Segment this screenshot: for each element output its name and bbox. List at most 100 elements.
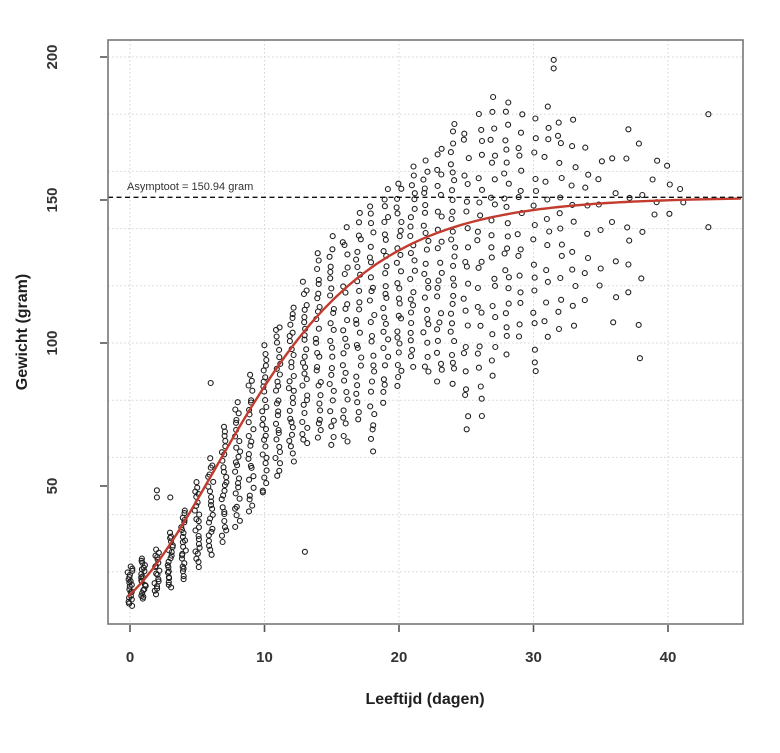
data-point <box>299 359 307 366</box>
data-point <box>572 282 579 290</box>
data-point <box>289 394 296 401</box>
data-point <box>407 353 415 360</box>
data-point <box>274 412 281 419</box>
data-point <box>233 444 240 451</box>
data-point <box>314 265 321 273</box>
data-point <box>438 171 445 178</box>
data-point <box>462 258 469 266</box>
y-tick-label: 150 <box>44 187 61 212</box>
data-point <box>353 320 360 327</box>
data-point <box>370 229 377 236</box>
data-point <box>340 407 347 414</box>
data-point <box>531 346 538 353</box>
data-point <box>421 209 429 216</box>
data-point <box>398 185 405 192</box>
data-point <box>581 270 588 277</box>
data-point <box>287 443 294 450</box>
x-tick-label: 10 <box>256 649 273 666</box>
data-point <box>410 289 417 296</box>
data-point <box>328 344 335 351</box>
data-point <box>516 272 523 279</box>
data-point <box>330 433 337 441</box>
data-point <box>355 232 362 239</box>
data-point <box>448 236 455 243</box>
data-point <box>421 294 428 301</box>
data-point <box>425 284 432 291</box>
data-point <box>434 182 441 189</box>
data-point <box>487 136 494 143</box>
data-point <box>368 378 376 385</box>
data-point <box>368 338 375 345</box>
data-point <box>544 242 551 249</box>
data-point <box>235 475 243 482</box>
data-point <box>424 315 431 323</box>
data-point <box>328 371 335 378</box>
data-point <box>141 586 148 593</box>
data-point <box>315 420 322 427</box>
data-point <box>425 237 432 244</box>
data-point <box>328 441 335 448</box>
data-point <box>287 321 294 328</box>
data-point <box>219 504 226 511</box>
data-point <box>381 314 388 321</box>
data-point <box>447 310 455 317</box>
data-point <box>654 157 661 164</box>
data-point <box>367 220 375 227</box>
data-point <box>261 342 268 349</box>
data-point <box>192 527 199 534</box>
data-point <box>223 527 230 534</box>
data-point <box>381 231 388 238</box>
data-point <box>504 233 511 240</box>
data-point <box>205 532 212 539</box>
data-point <box>367 388 375 395</box>
data-point <box>370 352 377 359</box>
data-point <box>371 411 378 418</box>
data-point <box>303 376 310 383</box>
data-point <box>434 337 441 344</box>
data-point <box>276 371 283 378</box>
data-point <box>489 108 496 115</box>
data-point <box>330 326 337 333</box>
data-point <box>382 236 389 243</box>
data-point <box>289 314 296 322</box>
data-point <box>262 443 269 450</box>
data-point <box>250 426 257 433</box>
data-point <box>425 321 432 328</box>
data-point <box>192 548 199 555</box>
data-point <box>545 124 552 131</box>
data-point <box>288 419 295 426</box>
data-point <box>394 361 401 369</box>
data-point <box>327 408 334 415</box>
data-point <box>610 319 617 326</box>
data-point <box>223 474 230 481</box>
data-point <box>328 285 335 292</box>
data-point <box>451 338 458 345</box>
data-point <box>290 372 297 380</box>
data-point <box>138 555 145 562</box>
data-point <box>434 284 441 291</box>
data-point <box>677 185 684 193</box>
data-point <box>556 159 563 166</box>
data-point <box>584 254 592 262</box>
data-point <box>532 368 539 375</box>
data-point <box>451 120 458 128</box>
data-point <box>463 198 470 205</box>
data-point <box>434 378 441 385</box>
data-point <box>380 388 387 395</box>
data-point <box>438 145 445 152</box>
data-point <box>460 295 467 302</box>
data-point <box>304 392 311 399</box>
data-point <box>232 419 240 426</box>
data-point <box>409 302 417 309</box>
data-point <box>474 237 481 244</box>
data-point <box>210 478 217 485</box>
data-point <box>233 416 240 424</box>
data-point <box>543 299 550 306</box>
data-point <box>312 335 319 342</box>
data-point <box>558 252 565 259</box>
data-point <box>448 351 456 359</box>
data-point <box>286 437 293 444</box>
data-point <box>488 159 496 166</box>
data-point <box>330 305 337 313</box>
data-point <box>396 285 403 292</box>
